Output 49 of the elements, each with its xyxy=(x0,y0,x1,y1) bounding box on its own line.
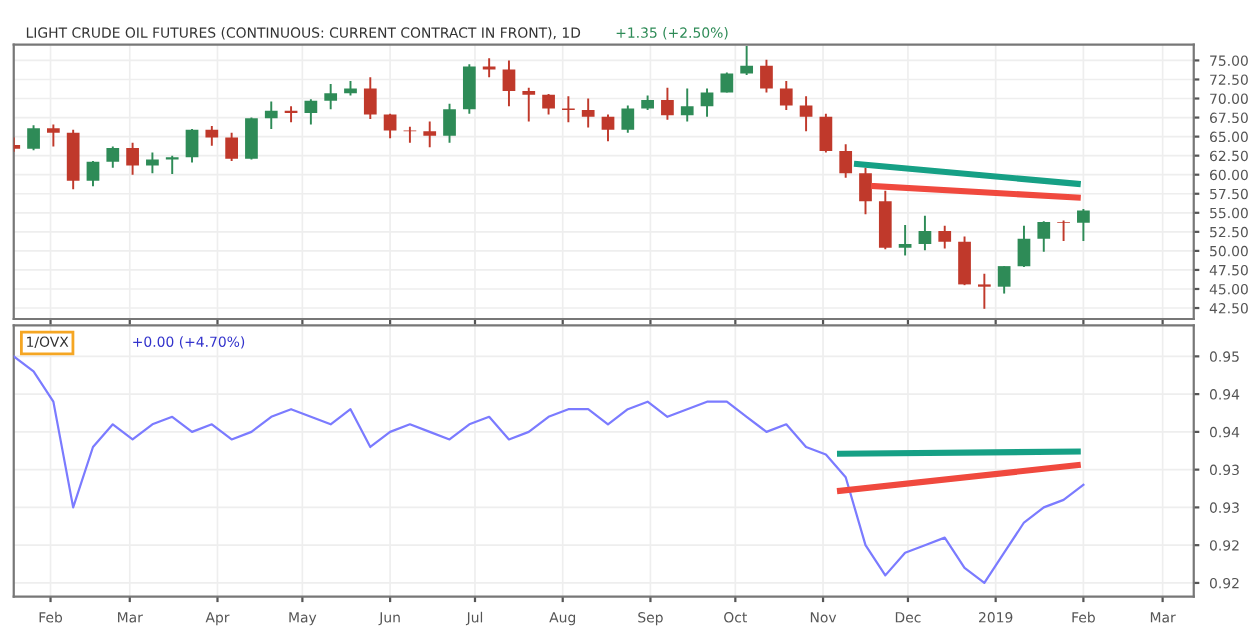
candlestick xyxy=(522,86,536,123)
candlestick xyxy=(661,86,674,121)
candlestick xyxy=(86,160,100,188)
candlestick xyxy=(839,143,853,179)
candlestick xyxy=(977,272,991,310)
candlestick xyxy=(1017,224,1031,268)
candlestick xyxy=(126,141,139,176)
candlestick xyxy=(562,95,575,124)
candlestick xyxy=(601,113,615,143)
candlestick xyxy=(363,76,377,121)
candlestick xyxy=(918,214,932,252)
candlestick xyxy=(859,166,872,216)
candlestick xyxy=(47,123,60,148)
candlestick xyxy=(700,87,714,118)
candlestick xyxy=(799,95,813,133)
candlestick xyxy=(264,100,278,130)
candlestick xyxy=(146,151,159,175)
candlestick xyxy=(760,58,773,94)
candlestick xyxy=(819,112,833,154)
candlestick xyxy=(443,102,456,144)
candlestick xyxy=(958,235,971,287)
candlestick xyxy=(304,98,318,126)
candlestick xyxy=(106,145,120,169)
candlestick xyxy=(542,92,555,116)
candlestick xyxy=(740,44,754,76)
candlestick xyxy=(423,120,437,149)
candlestick xyxy=(621,104,635,134)
candlestick xyxy=(1077,208,1090,242)
candlestick xyxy=(938,224,952,250)
candlestick xyxy=(581,97,595,129)
candlestick xyxy=(205,124,219,147)
candlestick xyxy=(1037,220,1051,253)
candlestick xyxy=(27,124,40,152)
candlestick xyxy=(502,59,516,108)
candlestick xyxy=(185,128,199,164)
candlestick xyxy=(680,87,694,123)
candlestick xyxy=(1057,219,1070,242)
candlestick xyxy=(898,224,912,257)
candlestick xyxy=(997,265,1011,295)
candlestick xyxy=(165,154,179,175)
candlestick xyxy=(779,80,793,111)
candlestick xyxy=(383,112,397,140)
candlestick xyxy=(878,189,892,251)
candlestick xyxy=(324,83,338,111)
line-series xyxy=(13,355,1085,585)
candlestick xyxy=(225,131,239,162)
candlestick xyxy=(482,57,496,79)
candlestick xyxy=(66,128,80,191)
candlestick xyxy=(462,63,476,115)
